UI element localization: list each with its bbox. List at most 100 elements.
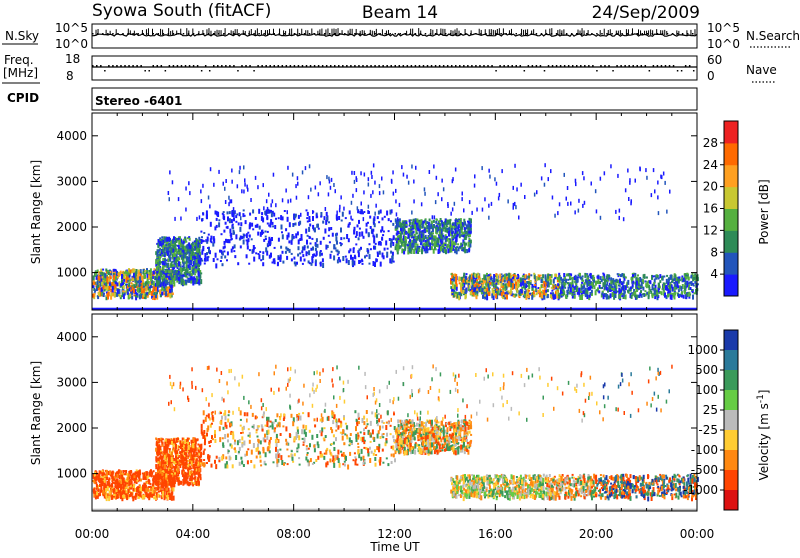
echo-cell xyxy=(559,202,561,206)
echo-cell xyxy=(227,211,229,214)
echo-cell xyxy=(280,255,282,260)
echo-cell xyxy=(392,170,394,174)
echo-cell xyxy=(159,252,161,254)
echo-cell xyxy=(360,171,362,175)
echo-cell xyxy=(454,243,456,246)
nave-dot xyxy=(463,65,465,67)
echo-cell xyxy=(274,225,276,229)
nave-dot xyxy=(592,65,594,67)
echo-cell xyxy=(681,295,683,298)
echo-cell xyxy=(148,281,150,284)
echo-cell xyxy=(93,494,95,497)
echo-cell xyxy=(343,207,345,211)
echo-cell xyxy=(371,171,373,175)
echo-cell xyxy=(251,238,253,240)
echo-cell xyxy=(369,254,371,259)
echo-cell xyxy=(259,251,261,253)
echo-cell xyxy=(493,291,495,296)
echo-cell xyxy=(239,212,241,216)
nsearch-dot xyxy=(188,33,190,35)
nsearch-dot xyxy=(601,33,603,35)
echo-cell xyxy=(631,292,633,294)
echo-cell xyxy=(538,277,540,280)
nsearch-dot xyxy=(490,33,492,35)
echo-cell xyxy=(447,221,449,225)
echo-cell xyxy=(501,169,503,173)
echo-cell xyxy=(482,208,484,212)
echo-cell xyxy=(499,274,501,279)
echo-cell xyxy=(658,211,660,215)
echo-cell xyxy=(196,217,198,221)
echo-cell xyxy=(150,276,152,281)
echo-cell xyxy=(392,252,394,256)
echo-cell xyxy=(161,243,163,246)
echo-cell xyxy=(361,231,363,236)
colorbar-tick-label: 16 xyxy=(703,202,718,216)
echo-cell xyxy=(355,243,357,245)
echo-cell xyxy=(476,291,478,294)
echo-cell xyxy=(201,236,203,238)
echo-cell xyxy=(351,171,353,175)
echo-cell xyxy=(456,246,458,248)
echo-cell xyxy=(155,287,157,291)
echo-cell xyxy=(295,233,297,238)
echo-cell xyxy=(153,281,155,286)
echo-cell xyxy=(644,290,646,292)
nave-dot xyxy=(116,65,118,67)
echo-cell xyxy=(666,287,668,291)
echo-cell xyxy=(364,173,366,177)
echo-cell xyxy=(287,199,289,203)
echo-cell xyxy=(165,266,167,268)
freq-frame xyxy=(92,56,697,80)
echo-cell xyxy=(239,166,241,170)
echo-cell xyxy=(631,295,633,299)
echo-cell xyxy=(266,215,268,220)
nave-dot xyxy=(181,65,183,67)
echo-cell xyxy=(272,222,274,225)
echo-cell xyxy=(529,293,531,295)
echo-cell xyxy=(574,295,576,299)
echo-cell xyxy=(180,278,182,280)
echo-cell xyxy=(594,285,596,289)
echo-cell xyxy=(200,231,202,233)
echo-cell xyxy=(645,168,647,172)
colorbar-tick-label: 8 xyxy=(710,245,718,259)
nave-dot xyxy=(278,65,280,67)
echo-cell xyxy=(109,477,111,480)
echo-cell xyxy=(553,295,555,300)
echo-cell xyxy=(178,238,180,240)
echo-cell xyxy=(406,175,408,179)
echo-cell xyxy=(357,206,359,210)
echo-cell xyxy=(581,282,583,284)
echo-cell xyxy=(686,293,688,297)
echo-cell xyxy=(672,279,674,283)
echo-cell xyxy=(335,233,337,236)
echo-cell xyxy=(188,181,190,185)
echo-cell xyxy=(582,171,584,175)
nave-dot xyxy=(342,65,344,67)
echo-cell xyxy=(215,253,217,258)
echo-cell xyxy=(225,222,227,225)
echo-cell xyxy=(461,197,463,201)
echo-cell xyxy=(371,175,373,179)
echo-cell xyxy=(309,236,311,239)
nave-dot xyxy=(435,65,437,67)
echo-cell xyxy=(328,177,330,181)
echo-cell xyxy=(287,248,289,251)
echo-cell xyxy=(159,290,161,295)
echo-cell xyxy=(465,289,467,294)
nave-dot xyxy=(294,65,296,67)
echo-cell xyxy=(241,189,243,193)
echo-cell xyxy=(350,255,352,260)
echo-cell xyxy=(173,282,175,287)
echo-cell xyxy=(401,165,403,169)
echo-cell xyxy=(335,189,337,193)
echo-cell xyxy=(606,287,608,291)
echo-cell xyxy=(683,278,685,282)
nave-dot xyxy=(169,65,171,67)
echo-cell xyxy=(469,200,471,204)
echo-cell xyxy=(196,239,198,242)
echo-cell xyxy=(583,291,585,294)
echo-cell xyxy=(441,220,443,222)
nave-dot xyxy=(552,65,554,67)
